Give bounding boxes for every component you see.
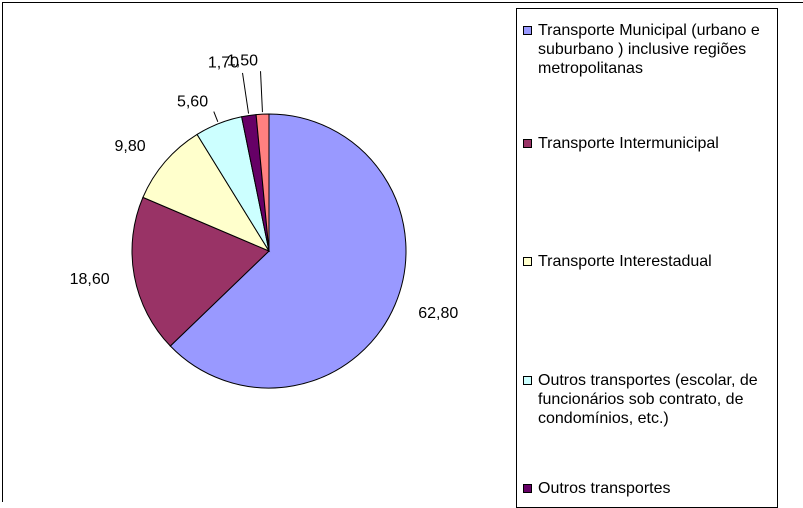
legend-label: Transporte Municipal (urbano e suburbano… bbox=[538, 22, 760, 77]
legend-swatch bbox=[523, 257, 532, 266]
chart: 62,80 18,60 9,80 5,60 1,701,50 bbox=[70, 52, 458, 389]
data-label: 5,60 bbox=[177, 93, 208, 110]
legend: Transporte Municipal (urbano e suburbano… bbox=[516, 8, 778, 508]
legend-swatch bbox=[523, 26, 532, 35]
legend-label: Outros transportes (escolar, de funcioná… bbox=[538, 372, 758, 427]
legend-item: Transporte Intermunicipal bbox=[523, 134, 767, 153]
data-label: 62,80 bbox=[418, 305, 458, 322]
legend-label: Transporte Interestadual bbox=[538, 253, 712, 270]
data-label: 9,80 bbox=[115, 138, 146, 155]
leader-line bbox=[213, 111, 219, 122]
pie-slice bbox=[169, 113, 407, 389]
legend-item: Outros transportes bbox=[523, 479, 767, 498]
pie-slice bbox=[131, 196, 270, 347]
data-label: 1,70 bbox=[208, 54, 239, 71]
legend-swatch bbox=[523, 484, 532, 493]
pie-slice bbox=[255, 113, 270, 252]
legend-label: Outros transportes bbox=[538, 480, 671, 497]
data-label: 18,60 bbox=[70, 271, 110, 288]
legend-item: Transporte Interestadual bbox=[523, 252, 767, 271]
legend-label: Transporte Intermunicipal bbox=[538, 135, 719, 152]
leader-line bbox=[260, 71, 263, 113]
legend-item: Outros transportes (escolar, de funcioná… bbox=[523, 371, 767, 428]
legend-swatch bbox=[523, 376, 532, 385]
legend-item: Transporte Municipal (urbano e suburbano… bbox=[523, 21, 767, 78]
legend-swatch bbox=[523, 139, 532, 148]
pie-slice bbox=[142, 133, 271, 253]
leader-line bbox=[242, 72, 250, 114]
data-label: 1,50 bbox=[227, 52, 258, 69]
